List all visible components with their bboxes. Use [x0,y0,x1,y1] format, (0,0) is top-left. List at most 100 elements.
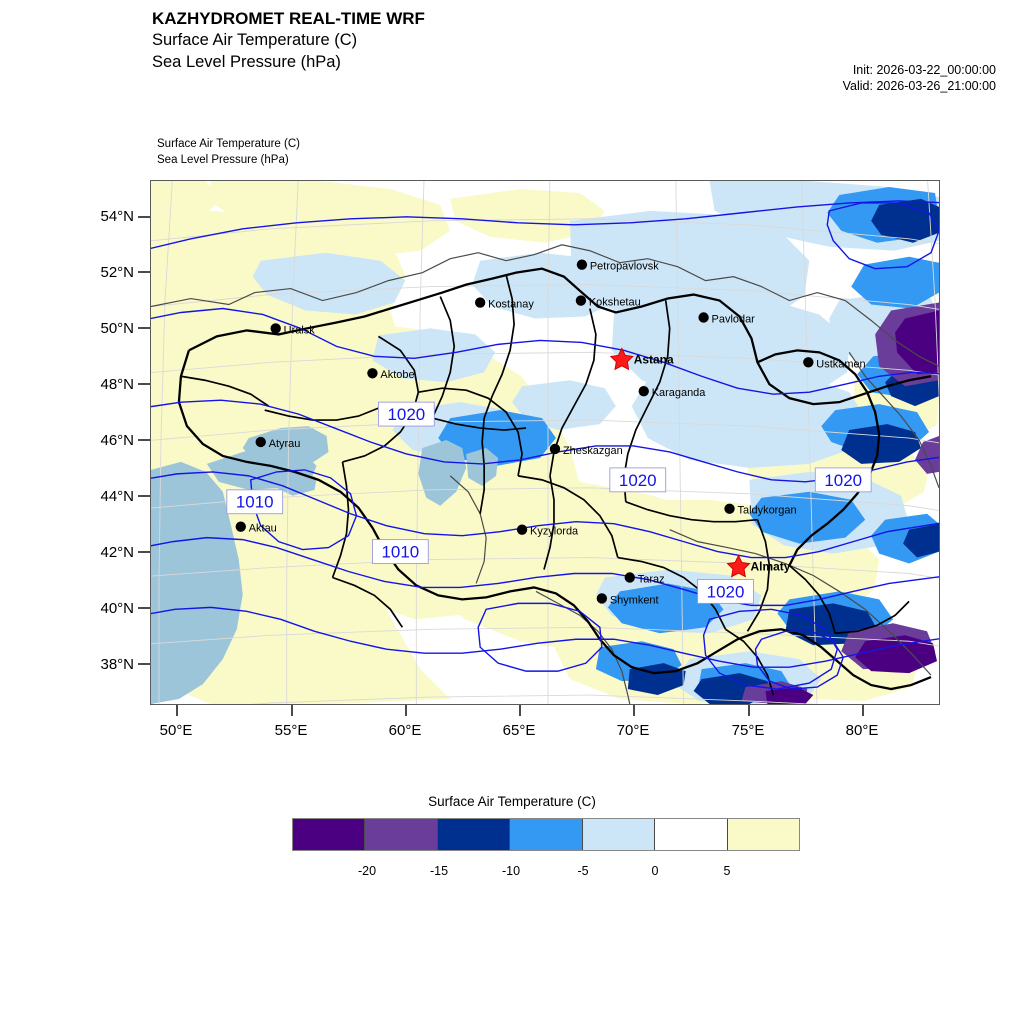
caspian-north-bay [242,426,329,468]
city-label: Pavlodar [712,313,756,325]
water-bodies [151,426,499,704]
xtick-label-65e: 65°E [502,722,536,739]
city-label: Ustkamen [816,358,865,370]
isobar-label: 1020 [377,401,435,427]
temp-band-below-minus20 [765,310,939,704]
colorbar-tick-5: 5 [723,864,731,878]
isobar-label: 1010 [226,489,284,515]
colorbar-swatch-minus15-minus10 [437,819,511,850]
city-marker-uralsk: Uralsk [270,323,315,336]
city-markers: Petropavlovsk Kostanay Kokshetau Pavloda… [235,259,866,606]
xtick-mark [291,705,293,716]
city-marker-astana: Astana [609,347,674,371]
isobar-label: 1020 [697,579,754,604]
xtick-mark [405,705,407,716]
isobar-label: 1020 [609,467,667,493]
xtick-mark [176,705,178,716]
isobar-label-text: 1010 [382,543,420,562]
city-marker-kokshetau: Kokshetau [575,295,641,309]
xtick-mark [748,705,750,716]
colorbar-title: Surface Air Temperature (C) [428,794,596,809]
xtick-mark [519,705,521,716]
ytick-mark [138,271,150,273]
isobar-label-text: 1020 [387,405,425,424]
colorbar-swatch-below-minus20 [293,819,366,850]
ytick-mark [138,495,150,497]
city-marker-petropavlovsk: Petropavlovsk [576,259,659,273]
isobar-label-text: 1010 [236,493,274,512]
weather-map[interactable]: 1020 1010 1010 1020 1020 [150,180,940,705]
isobar-label: 1020 [814,467,872,493]
caspian-sea [151,461,243,704]
page-subtitle-temperature: Surface Air Temperature (C) [152,31,358,50]
isobar-label-group: 1020 1010 1010 1020 1020 [226,401,872,604]
colorbar-tick-minus20: -20 [357,864,377,878]
colorbar-swatch-minus5-0 [582,819,656,850]
ytick-label-42n: 42°N [100,544,134,561]
colorbar-swatch-minus10-minus5 [510,819,583,850]
city-marker-aktau: Aktau [235,521,277,535]
city-marker-karaganda: Karaganda [638,386,707,399]
isobar-label-text: 1020 [619,471,657,490]
isobars [151,200,939,690]
xtick-mark [862,705,864,716]
city-marker-pavlodar: Pavlodar [698,312,755,325]
city-label: Kostanay [488,299,534,311]
city-marker-almaty: Almaty [726,554,791,578]
city-label: Atyrau [269,438,301,450]
ytick-label-40n: 40°N [100,600,134,617]
valid-time-label: Valid: 2026-03-26_21:00:00 [842,79,996,94]
panel-caption-temperature: Surface Air Temperature (C) [157,138,300,150]
ytick-label-44n: 44°N [100,488,134,505]
ytick-label-50n: 50°N [100,320,134,337]
city-label: Petropavlovsk [590,261,659,273]
oblast-borders [180,274,910,696]
kazakhstan-border [177,267,932,691]
colorbar-tick-minus10: -10 [501,864,521,878]
colorbar-swatch-0-5 [655,819,728,850]
city-label: Almaty [750,560,790,574]
city-marker-kostanay: Kostanay [474,297,534,311]
colorbar-swatch-minus20-minus15 [365,819,438,850]
xtick-mark [633,705,635,716]
ytick-mark [138,327,150,329]
city-marker-kyzylorda: Kyzylorda [516,524,579,538]
aral-sea-east [466,447,499,486]
ytick-label-52n: 52°N [100,264,134,281]
model-run-info: Init: 2026-03-22_00:00:00 Valid: 2026-03… [843,62,996,95]
ytick-mark [138,216,150,218]
city-marker-atyrau: Atyrau [255,436,301,450]
panel-caption: Surface Air Temperature (C) Sea Level Pr… [157,136,300,169]
temperature-colorbar[interactable] [292,818,800,851]
xtick-label-55e: 55°E [274,722,308,739]
colorbar-swatch-above-5 [727,819,799,850]
xtick-label-70e: 70°E [616,722,650,739]
xtick-label-80e: 80°E [845,722,879,739]
city-label: Karaganda [652,387,707,399]
city-marker-taraz: Taraz [624,572,665,585]
xtick-label-50e: 50°E [159,722,193,739]
panel-caption-pressure: Sea Level Pressure (hPa) [157,154,289,167]
city-marker-aktobe: Aktobe [367,368,415,381]
ytick-mark [138,607,150,609]
colorbar-tick-0: 0 [651,864,659,878]
city-label: Uralsk [284,324,316,336]
xtick-label-60e: 60°E [388,722,422,739]
ytick-label-38n: 38°N [100,656,134,673]
city-label: Taraz [638,573,665,585]
header-title-block: KAZHYDROMET REAL-TIME WRF Surface Air Te… [152,8,425,73]
city-label: Aktau [249,523,277,535]
city-label: Astana [634,352,674,366]
page-subtitle-pressure: Sea Level Pressure (hPa) [152,52,341,71]
ytick-label-46n: 46°N [100,432,134,449]
ytick-mark [138,663,150,665]
city-label: Aktobe [380,369,414,381]
map-canvas: 1020 1010 1010 1020 1020 [151,181,939,704]
city-label: Kyzylorda [530,526,579,538]
ytick-label-48n: 48°N [100,376,134,393]
isobar-label-text: 1020 [707,582,745,601]
init-time-label: Init: 2026-03-22_00:00:00 [852,63,996,77]
isobar-label-text: 1020 [824,471,862,490]
colorbar-tick-minus15: -15 [429,864,449,878]
graticule [151,181,939,704]
